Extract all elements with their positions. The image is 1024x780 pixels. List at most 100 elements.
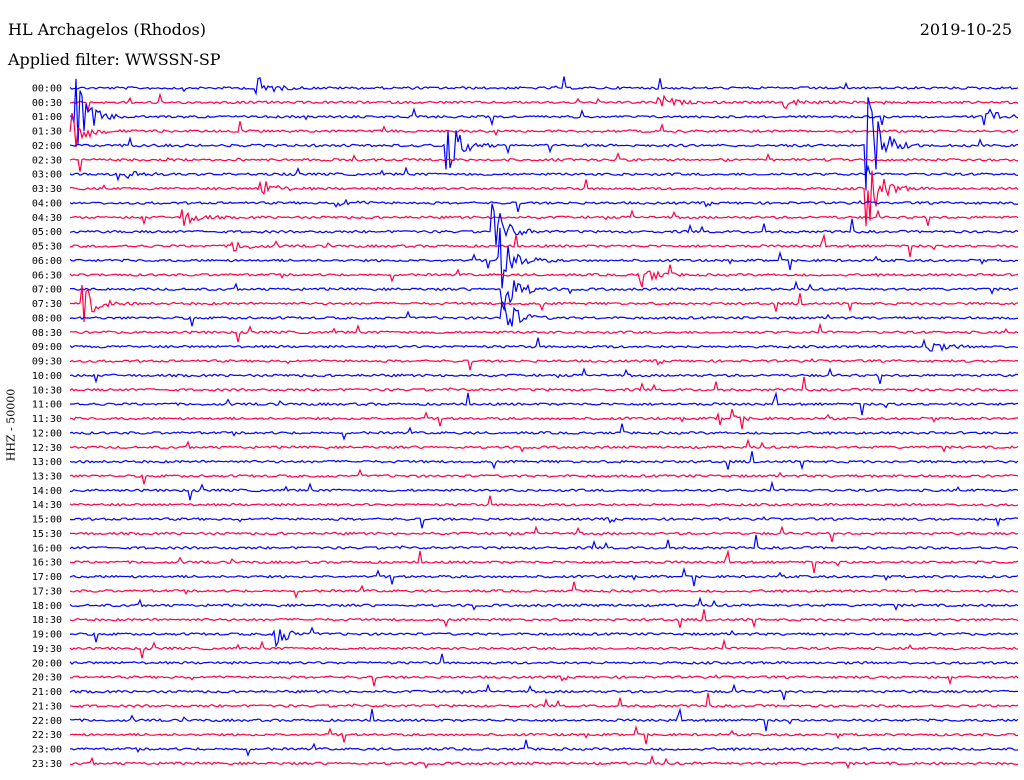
time-tick-label: 00:30	[32, 98, 62, 109]
seismic-trace-1830	[69, 609, 1019, 629]
seismic-trace-0900	[69, 337, 1019, 352]
time-tick-label: 09:30	[32, 357, 62, 368]
seismic-trace-1000	[69, 367, 1019, 385]
time-tick-label: 02:00	[32, 141, 62, 152]
time-tick-label: 05:30	[32, 242, 62, 253]
seismic-trace-0830	[69, 322, 1019, 343]
time-tick-label: 18:00	[32, 601, 62, 612]
seismic-trace-1630	[69, 549, 1019, 574]
seismic-trace-0530	[70, 233, 1019, 258]
seismic-trace-2300	[69, 739, 1019, 758]
time-tick-label: 15:00	[32, 515, 62, 526]
seismic-trace-0730	[69, 284, 1019, 323]
time-tick-label: 11:00	[32, 400, 62, 411]
seismic-trace-0630	[69, 264, 1019, 288]
time-tick-label: 03:00	[32, 170, 62, 181]
time-tick-label: 13:30	[32, 472, 62, 483]
seismic-trace-0100	[69, 78, 1019, 145]
seismic-trace-1800	[69, 596, 1019, 612]
seismic-trace-2130	[69, 692, 1019, 708]
time-tick-label: 19:30	[32, 644, 62, 655]
seismic-trace-0930	[69, 358, 1019, 371]
time-tick-label: 17:00	[32, 572, 62, 583]
seismic-trace-0700	[69, 280, 1019, 312]
seismic-trace-1200	[69, 423, 1019, 441]
time-tick-label: 14:30	[32, 500, 62, 511]
seismic-trace-0800	[69, 300, 1019, 327]
time-tick-label: 07:30	[32, 299, 62, 310]
time-tick-label: 23:30	[32, 759, 62, 770]
time-tick-group: 00:00 00:30 01:00 01:30 02:00 02:30 03:00 03:30…	[32, 84, 62, 770]
y-axis-label: HHZ - 50000	[4, 388, 18, 462]
seismic-trace-0600	[69, 227, 1019, 289]
time-tick-label: 12:30	[32, 443, 62, 454]
time-tick-label: 02:30	[32, 155, 62, 166]
time-tick-label: 22:00	[32, 716, 62, 727]
trace-group	[69, 76, 1019, 770]
seismic-trace-1700	[69, 566, 1019, 587]
time-tick-label: 10:30	[32, 385, 62, 396]
seismic-trace-0430	[69, 209, 1019, 226]
time-tick-label: 12:00	[32, 428, 62, 439]
seismic-trace-2030	[69, 674, 1019, 687]
seismic-trace-0300	[69, 164, 1019, 182]
time-tick-label: 08:30	[32, 328, 62, 339]
seismic-trace-2200	[69, 707, 1019, 732]
seismic-trace-1930	[69, 638, 1019, 659]
seismic-trace-0200	[69, 96, 1019, 191]
time-tick-label: 16:30	[32, 558, 62, 569]
time-tick-label: 00:00	[32, 84, 62, 95]
filter-label: Applied filter: WWSSN-SP	[8, 50, 221, 69]
seismic-trace-0330	[69, 170, 1019, 227]
time-tick-label: 01:30	[32, 127, 62, 138]
seismic-trace-1300	[69, 451, 1019, 471]
time-tick-label: 04:30	[32, 213, 62, 224]
time-tick-label: 11:30	[32, 414, 62, 425]
seismic-trace-1500	[69, 516, 1019, 529]
time-tick-label: 05:00	[32, 227, 62, 238]
time-tick-label: 10:00	[32, 371, 62, 382]
time-tick-label: 17:30	[32, 587, 62, 598]
time-tick-label: 22:30	[32, 730, 62, 741]
time-tick-label: 08:00	[32, 313, 62, 324]
time-tick-label: 23:00	[32, 745, 62, 756]
time-tick-label: 13:00	[32, 457, 62, 468]
time-tick-label: 21:00	[32, 687, 62, 698]
seismic-trace-0500	[69, 203, 1019, 246]
time-tick-label: 06:30	[32, 270, 62, 281]
time-tick-label: 15:30	[32, 529, 62, 540]
seismic-trace-1030	[69, 376, 1018, 392]
time-tick-label: 19:00	[32, 630, 62, 641]
time-tick-label: 14:00	[32, 486, 62, 497]
seismic-trace-1530	[70, 525, 1019, 543]
seismic-trace-1600	[69, 534, 1019, 550]
seismic-trace-1900	[69, 626, 1019, 648]
time-tick-label: 01:00	[32, 112, 62, 123]
time-tick-label: 07:00	[32, 285, 62, 296]
time-tick-label: 20:30	[32, 673, 62, 684]
seismic-trace-0030	[69, 92, 1019, 111]
time-tick-label: 18:30	[32, 615, 62, 626]
seismic-trace-2100	[69, 683, 1019, 701]
seismic-trace-0000	[69, 76, 1019, 96]
seismic-trace-1230	[69, 438, 1019, 453]
seismic-trace-2230	[69, 725, 1019, 745]
seismic-trace-0230	[69, 152, 1019, 172]
time-tick-label: 16:00	[32, 543, 62, 554]
time-tick-label: 21:30	[32, 701, 62, 712]
seismic-trace-1100	[69, 391, 1019, 416]
seismic-trace-1400	[69, 480, 1019, 501]
time-tick-label: 04:00	[32, 199, 62, 210]
time-tick-label: 09:00	[32, 342, 62, 353]
seismic-trace-0130	[69, 112, 1019, 147]
seismic-trace-1330	[69, 468, 1019, 485]
seismic-trace-2330	[69, 754, 1019, 770]
seismic-trace-0400	[69, 198, 1018, 213]
time-tick-label: 06:00	[32, 256, 62, 267]
date-label: 2019-10-25	[919, 20, 1012, 39]
station-title: HL Archagelos (Rhodos)	[8, 20, 206, 39]
time-tick-label: 03:30	[32, 184, 62, 195]
seismic-trace-1430	[69, 495, 1019, 507]
seismic-trace-2000	[69, 653, 1019, 665]
